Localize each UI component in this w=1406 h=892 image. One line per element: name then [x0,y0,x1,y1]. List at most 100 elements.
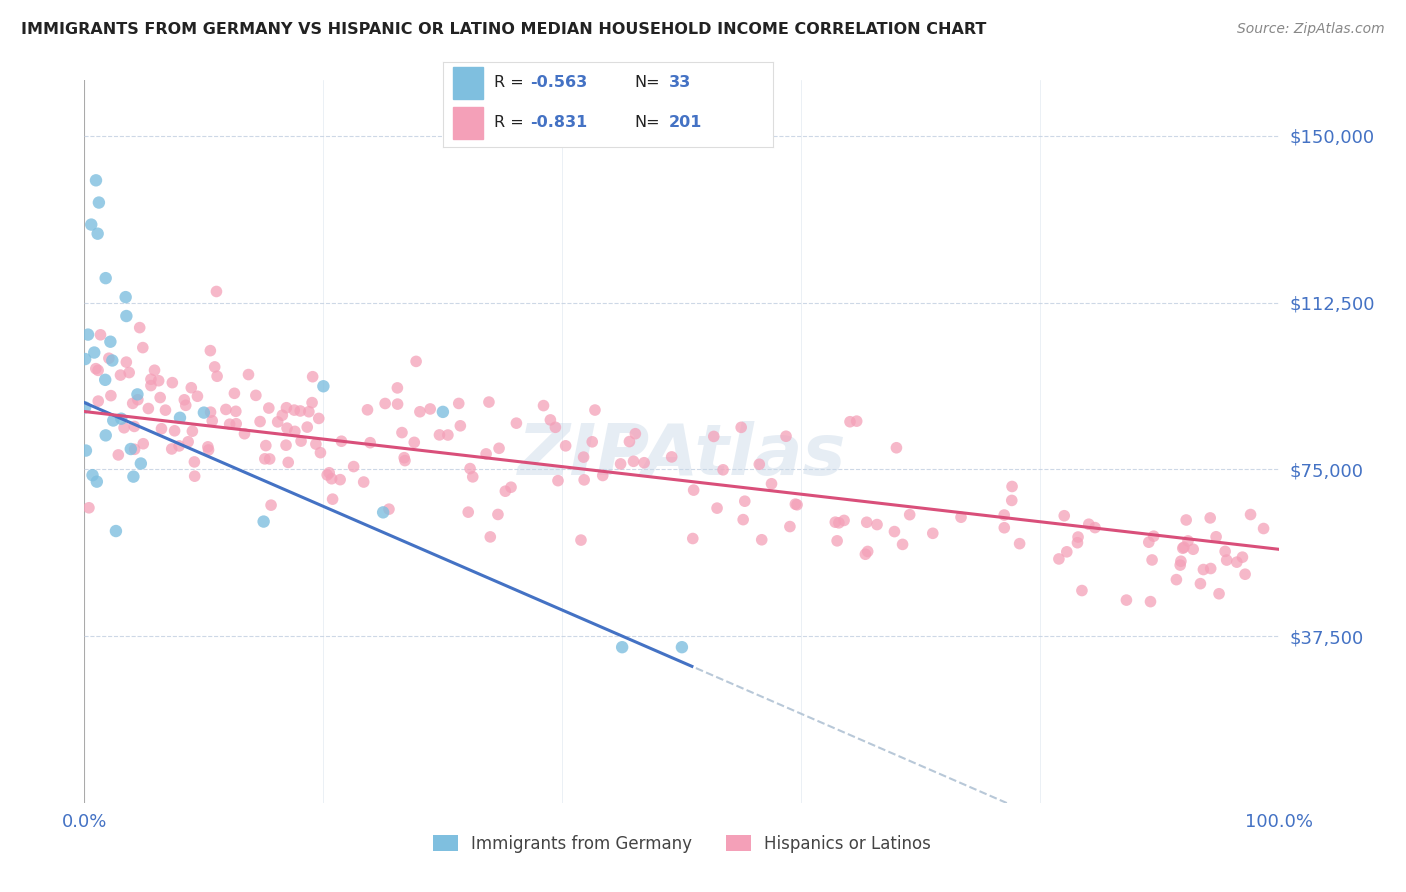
Point [124,442,146,457]
Point [751,533,773,547]
Point [437,428,460,442]
Text: -0.831: -0.831 [530,115,588,130]
Point [284,425,307,439]
Point [609,457,631,471]
Point [86,475,108,489]
Point [1232,550,1254,565]
Point [457,505,479,519]
Point [825,533,848,548]
Point [533,399,555,413]
Point [122,469,145,483]
Point [197,440,219,454]
Point [1173,541,1195,555]
Point [148,374,170,388]
Point [186,389,208,403]
Point [183,469,205,483]
Point [730,420,752,434]
Point [828,516,851,530]
Point [359,435,381,450]
Point [458,461,481,475]
Point [583,403,606,417]
Point [249,415,271,429]
Text: 201: 201 [669,115,703,130]
Point [786,498,808,512]
Point [569,533,592,547]
Point [87,394,110,409]
Point [233,426,256,441]
Text: -0.563: -0.563 [530,75,588,90]
Point [321,472,343,486]
Point [197,442,219,457]
Point [572,450,595,464]
Point [318,466,340,480]
Point [1192,562,1215,576]
Point [114,290,136,304]
Point [276,421,298,435]
Point [711,463,734,477]
Point [1182,542,1205,557]
Point [419,401,441,416]
Text: R =: R = [494,115,524,130]
Point [898,508,921,522]
Point [505,416,527,430]
Point [277,455,299,469]
Point [110,368,132,382]
Point [853,547,876,561]
Point [124,419,146,434]
Point [1001,479,1024,493]
Point [432,405,454,419]
Point [855,515,877,529]
Point [703,429,725,443]
Point [1253,522,1275,536]
Point [775,429,797,443]
Point [447,396,470,410]
Point [449,418,471,433]
Point [387,397,409,411]
Point [101,353,124,368]
Point [748,457,770,471]
Point [1137,535,1160,549]
Point [921,526,943,541]
Point [1213,544,1236,558]
Point [373,505,395,519]
Point [298,405,321,419]
Point [200,343,222,358]
Bar [453,67,482,99]
Point [260,498,283,512]
Point [1170,554,1192,568]
Point [160,442,183,456]
Point [132,341,155,355]
Point [120,442,142,456]
Point [309,445,332,459]
Point [856,544,879,558]
Point [378,502,401,516]
Point [80,218,103,232]
Point [624,426,647,441]
Point [271,408,294,422]
Point [77,500,100,515]
Point [1001,493,1024,508]
Point [322,492,344,507]
Point [839,415,862,429]
Point [1199,561,1222,575]
Point [1056,545,1078,559]
Point [461,470,484,484]
Point [84,361,107,376]
Point [308,411,330,425]
Point [139,378,162,392]
Point [253,515,276,529]
Point [479,530,502,544]
Point [845,414,868,428]
Point [301,369,323,384]
Text: IMMIGRANTS FROM GERMANY VS HISPANIC OR LATINO MEDIAN HOUSEHOLD INCOME CORRELATIO: IMMIGRANTS FROM GERMANY VS HISPANIC OR L… [21,22,987,37]
Point [405,354,427,368]
Point [127,387,149,401]
Point [494,484,516,499]
Point [1071,583,1094,598]
Point [77,327,100,342]
Point [886,441,908,455]
Point [1168,558,1191,572]
Point [121,396,143,410]
Point [94,373,117,387]
Point [329,473,352,487]
